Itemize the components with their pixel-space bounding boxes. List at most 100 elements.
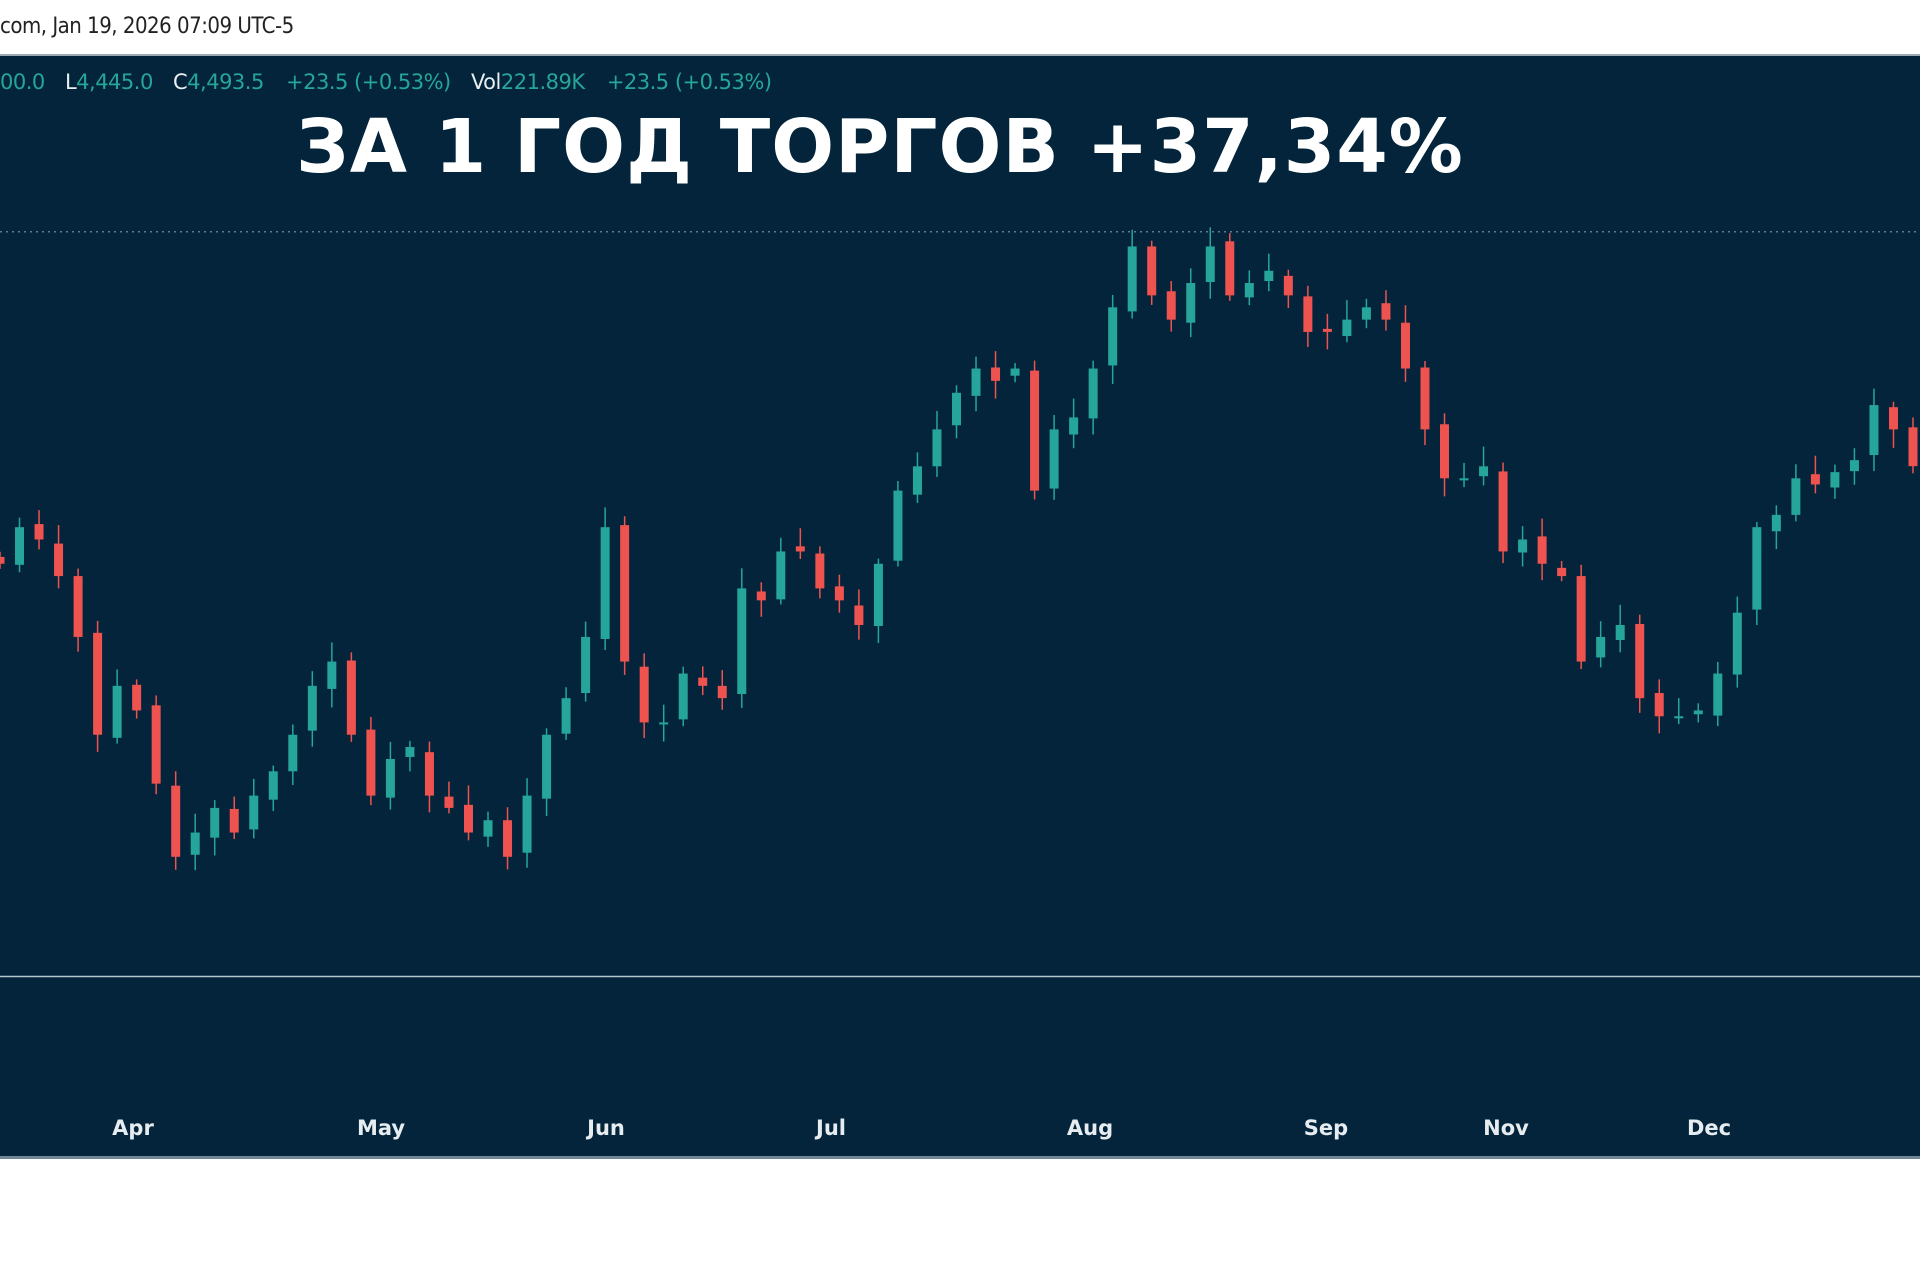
candle-body bbox=[1654, 693, 1664, 717]
candle-body bbox=[229, 808, 239, 833]
candle-body bbox=[600, 527, 610, 639]
candle-body bbox=[210, 807, 220, 838]
x-tick-label: Jul bbox=[816, 1116, 846, 1140]
candle-body bbox=[1479, 466, 1489, 477]
close-label: C bbox=[173, 70, 188, 94]
candle-body bbox=[717, 685, 727, 699]
candle-body bbox=[483, 820, 493, 837]
candle-body bbox=[542, 734, 552, 799]
candle-body bbox=[1283, 275, 1293, 296]
candle-body bbox=[1244, 283, 1254, 298]
candle-body bbox=[1186, 283, 1196, 323]
candle-body bbox=[73, 576, 83, 637]
candle-body bbox=[1205, 246, 1215, 283]
candle-body bbox=[991, 367, 1001, 381]
candle-body bbox=[1400, 322, 1410, 369]
x-tick-label: Dec bbox=[1686, 1116, 1732, 1140]
candle-body bbox=[1030, 370, 1040, 491]
x-tick-label: Aug bbox=[1066, 1116, 1114, 1140]
volume-change: +23.5 (+0.53%) bbox=[606, 70, 772, 94]
candle-body bbox=[327, 661, 337, 689]
x-tick-label: Jun bbox=[587, 1116, 625, 1140]
candle-body bbox=[776, 551, 786, 600]
candle-body bbox=[659, 722, 669, 725]
source-timestamp: com, Jan 19, 2026 07:09 UTC-5 bbox=[0, 14, 294, 39]
candle-body bbox=[444, 796, 454, 808]
open-value: 00.0 bbox=[0, 70, 45, 94]
candle-body bbox=[463, 804, 473, 833]
candlestick-plot bbox=[0, 227, 1920, 978]
candle-body bbox=[737, 588, 747, 695]
candle-body bbox=[1147, 246, 1157, 296]
candle-body bbox=[854, 605, 864, 625]
candle-body bbox=[1791, 478, 1801, 515]
x-tick-label: Apr bbox=[112, 1116, 154, 1140]
candle-body bbox=[1166, 291, 1176, 320]
candle-body bbox=[1869, 405, 1879, 456]
candle-body bbox=[795, 546, 805, 552]
candle-body bbox=[151, 705, 161, 784]
volume-label: Vol bbox=[470, 70, 501, 94]
candle-body bbox=[581, 636, 591, 694]
candle-body bbox=[1537, 536, 1547, 564]
candle-body bbox=[1342, 319, 1352, 337]
candle-body bbox=[1693, 710, 1703, 715]
low-value: 4,445.0 bbox=[76, 70, 153, 94]
candle-body bbox=[620, 525, 630, 662]
candle-body bbox=[54, 543, 64, 577]
close-value: 4,493.5 bbox=[187, 70, 264, 94]
candle-body bbox=[1322, 328, 1332, 332]
candle-body bbox=[1127, 246, 1137, 312]
candle-body bbox=[171, 785, 181, 857]
candle-body bbox=[1440, 424, 1450, 479]
candle-body bbox=[346, 660, 356, 735]
candle-body bbox=[1713, 673, 1723, 716]
candle-body bbox=[678, 673, 688, 720]
candle-body bbox=[1615, 624, 1625, 641]
candle-body bbox=[1518, 539, 1528, 553]
candle-body bbox=[522, 795, 532, 853]
candle-body bbox=[639, 666, 649, 723]
volume-value: 221.89K bbox=[500, 70, 585, 94]
candle-body bbox=[873, 563, 883, 627]
candle-body bbox=[1849, 460, 1859, 472]
candle-body bbox=[561, 698, 571, 734]
candle-body bbox=[1888, 407, 1898, 430]
candle-body bbox=[366, 729, 376, 796]
candle-body bbox=[1635, 623, 1645, 699]
candle-body bbox=[1596, 636, 1606, 658]
top-bar: com, Jan 19, 2026 07:09 UTC-5 bbox=[0, 0, 1920, 56]
candle-body bbox=[268, 771, 278, 800]
candle-body bbox=[385, 759, 395, 798]
candle-body bbox=[815, 553, 825, 589]
candle-body bbox=[1069, 417, 1079, 435]
candle-body bbox=[1049, 429, 1059, 489]
candle-body bbox=[1381, 303, 1391, 320]
candle-body bbox=[834, 586, 844, 601]
candle-body bbox=[1557, 567, 1567, 577]
candle-body bbox=[1830, 472, 1840, 488]
candle-body bbox=[1752, 527, 1762, 610]
x-tick-label: Sep bbox=[1303, 1116, 1349, 1140]
chart-area[interactable]: 00.0 L4,445.0 C4,493.5 +23.5 (+0.53%) Vo… bbox=[0, 56, 1920, 1159]
candle-body bbox=[93, 632, 103, 735]
candle-body bbox=[952, 392, 961, 426]
candle-body bbox=[190, 832, 200, 855]
candle-body bbox=[1576, 576, 1586, 662]
candle-body bbox=[0, 556, 5, 564]
candle-body bbox=[756, 591, 766, 601]
candle-body bbox=[1108, 307, 1118, 366]
candle-body bbox=[1303, 296, 1313, 332]
candle-body bbox=[893, 490, 903, 561]
x-tick-label: Nov bbox=[1483, 1116, 1529, 1140]
candle-body bbox=[288, 734, 298, 772]
candle-body bbox=[1010, 368, 1020, 376]
candle-body bbox=[132, 684, 142, 711]
candle-body bbox=[1088, 368, 1098, 419]
candle-body bbox=[1732, 612, 1742, 675]
change-value: +23.5 (+0.53%) bbox=[286, 70, 451, 94]
low-label: L bbox=[64, 70, 77, 94]
candle-body bbox=[971, 368, 981, 396]
candle-body bbox=[1674, 716, 1684, 719]
candle-body bbox=[1771, 514, 1781, 532]
